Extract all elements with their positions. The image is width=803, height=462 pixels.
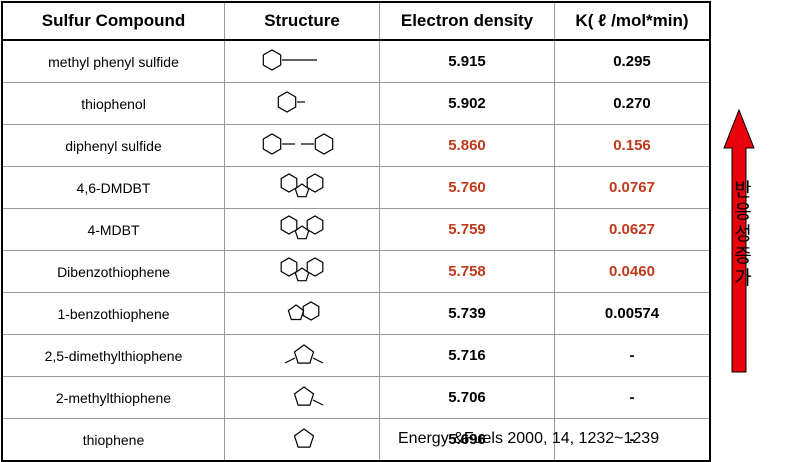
electron-density: 5.759 [379, 208, 555, 251]
compound-name: thiophenol [1, 82, 225, 125]
structure-cell [224, 418, 380, 462]
structure-drawing [277, 91, 305, 113]
table-row: Dibenzothiophene 5.758 0.0460 [1, 250, 711, 293]
structure-drawing [280, 215, 324, 240]
electron-density: 5.860 [379, 124, 555, 167]
compound-name: methyl phenyl sulfide [1, 39, 225, 83]
compound-name: 2-methylthiophene [1, 376, 225, 419]
electron-density: 5.706 [379, 376, 555, 419]
structure-drawing [287, 301, 320, 321]
column-header: Structure [224, 1, 380, 41]
compound-name: 1-benzothiophene [1, 292, 225, 335]
structure-drawing [293, 386, 324, 406]
electron-density: 5.902 [379, 82, 555, 125]
compound-name: 2,5-dimethylthiophene [1, 334, 225, 377]
structure-cell [224, 39, 380, 83]
rate-constant: 0.0767 [554, 166, 711, 209]
rate-constant: - [554, 334, 711, 377]
table-row: 1-benzothiophene 5.739 0.00574 [1, 292, 711, 335]
structure-cell [224, 334, 380, 377]
table-row: 4,6-DMDBT 5.760 0.0767 [1, 166, 711, 209]
header-row: Sulfur Compound Structure Electron density… [1, 1, 711, 41]
structure-drawing [280, 173, 324, 198]
compound-name: Dibenzothiophene [1, 250, 225, 293]
electron-density: 5.696 [379, 418, 555, 462]
structure-cell [224, 124, 380, 167]
structure-cell [224, 292, 380, 335]
electron-density: 5.739 [379, 292, 555, 335]
structure-drawing [293, 428, 315, 448]
rate-constant: 0.270 [554, 82, 711, 125]
compound-name: thiophene [1, 418, 225, 462]
column-header: Sulfur Compound [1, 1, 225, 41]
table-row: 4-MDBT 5.759 0.0627 [1, 208, 711, 251]
compound-name: diphenyl sulfide [1, 124, 225, 167]
arrow-label: 반응성 증가 [734, 180, 752, 289]
compound-name: 4-MDBT [1, 208, 225, 251]
citation: Energy &Fuels 2000, 14, 1232~1239 [398, 430, 660, 447]
rate-constant: 0.156 [554, 124, 711, 167]
structure-cell [224, 376, 380, 419]
structure-drawing [280, 257, 324, 282]
structure-drawing [284, 344, 324, 364]
table-row: diphenyl sulfide 5.860 0.156 [1, 124, 711, 167]
electron-density: 5.716 [379, 334, 555, 377]
structure-cell [224, 250, 380, 293]
table-row: 2,5-dimethylthiophene 5.716- [1, 334, 711, 377]
structure-cell [224, 166, 380, 209]
electron-density: 5.915 [379, 39, 555, 83]
compound-table: Sulfur Compound Structure Electron density… [1, 1, 711, 462]
structure-drawing [262, 49, 317, 71]
rate-constant: 0.0627 [554, 208, 711, 251]
rate-constant: - [554, 418, 711, 462]
rate-constant: - [554, 376, 711, 419]
table-row: methyl phenyl sulfide 5.915 0.295 [1, 39, 711, 83]
electron-density: 5.758 [379, 250, 555, 293]
column-header: Electron density [379, 1, 555, 41]
column-header: K( ℓ /mol*min) [554, 1, 711, 41]
table-row: thiophenol 5.902 0.270 [1, 82, 711, 125]
structure-drawing [262, 133, 334, 155]
rate-constant: 0.295 [554, 39, 711, 83]
structure-cell [224, 208, 380, 251]
table-row: 2-methylthiophene 5.706- [1, 376, 711, 419]
electron-density: 5.760 [379, 166, 555, 209]
arrow [723, 108, 755, 373]
rate-constant: 0.0460 [554, 250, 711, 293]
rate-constant: 0.00574 [554, 292, 711, 335]
compound-name: 4,6-DMDBT [1, 166, 225, 209]
structure-cell [224, 82, 380, 125]
